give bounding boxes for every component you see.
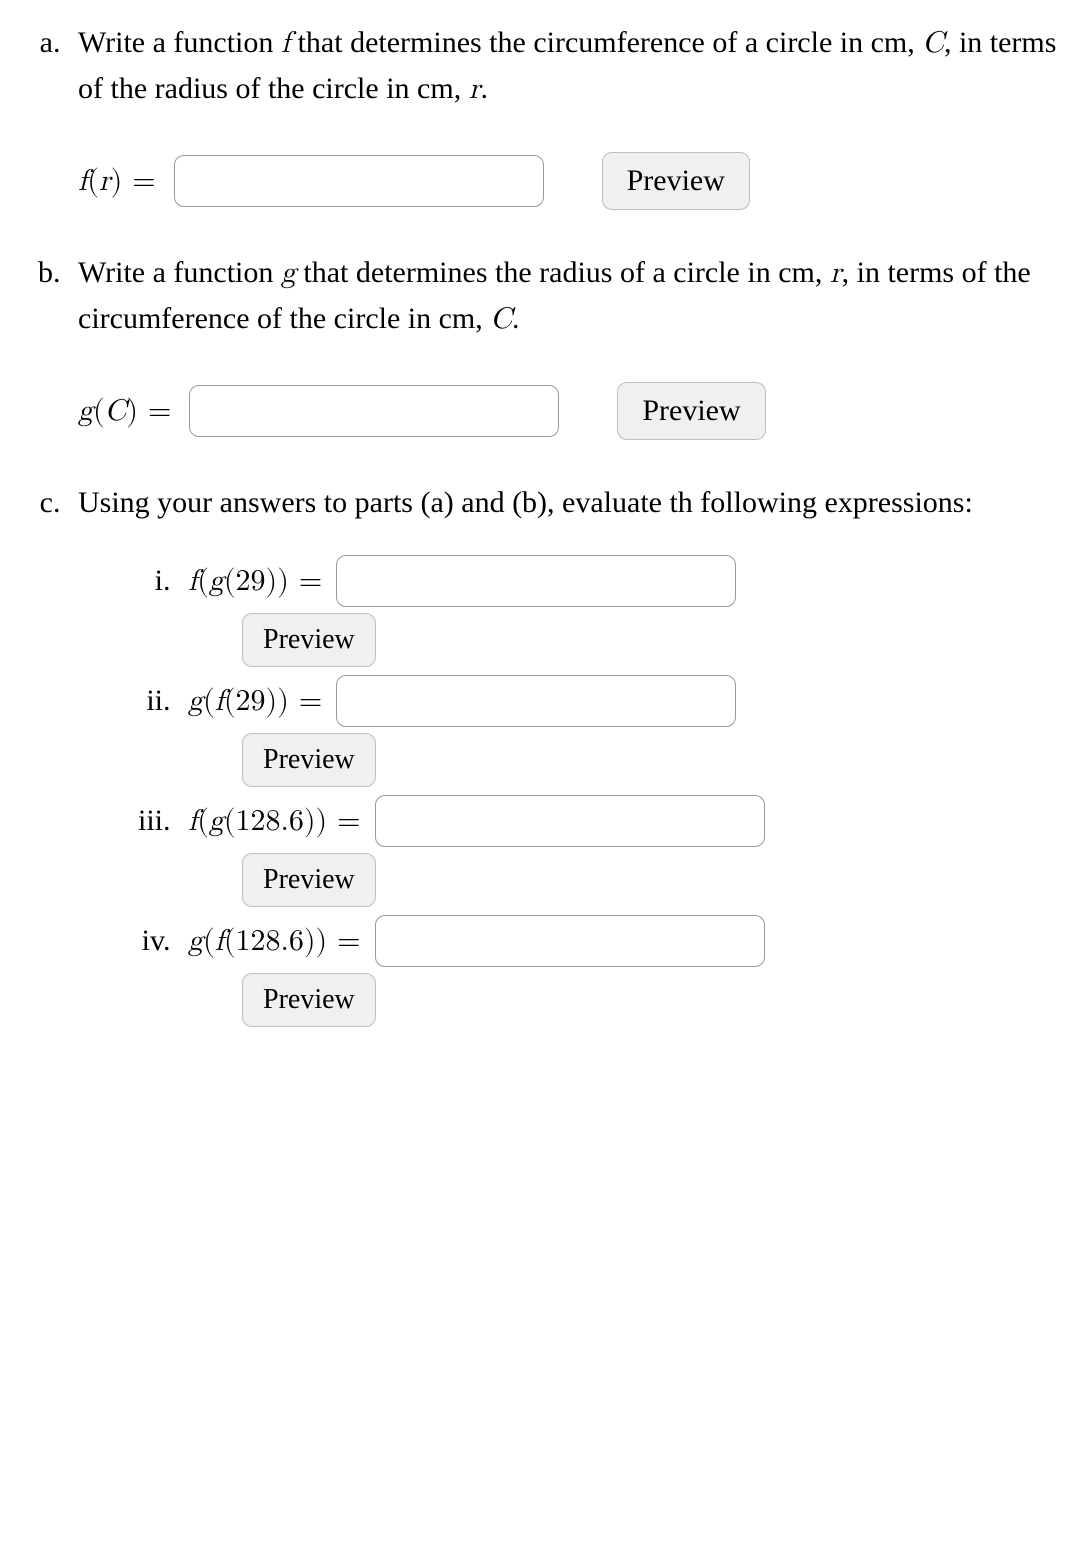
expr-iv: g(f(128.6)) = bbox=[188, 919, 361, 964]
subpart-iii: f(g(128.6)) = Preview bbox=[178, 795, 1060, 907]
subpart-i: f(g(29)) = Preview bbox=[178, 555, 1060, 667]
math-r2: r bbox=[830, 258, 842, 288]
input-a[interactable] bbox=[174, 155, 544, 207]
math-C2: C bbox=[490, 304, 512, 334]
answer-row-b: g(C) = Preview bbox=[78, 382, 1060, 440]
preview-button-b[interactable]: Preview bbox=[617, 382, 765, 440]
text-seg: . bbox=[512, 302, 520, 335]
text-seg: that determines the radius of a circle i… bbox=[296, 256, 830, 289]
input-b[interactable] bbox=[189, 385, 559, 437]
preview-button-a[interactable]: Preview bbox=[602, 152, 750, 210]
input-civ[interactable] bbox=[375, 915, 765, 967]
subparts-list: f(g(29)) = Preview g(f(29)) = Preview f(… bbox=[78, 555, 1060, 1027]
part-b: Write a function g that determines the r… bbox=[68, 250, 1060, 440]
text-seg: Write a function bbox=[78, 26, 281, 59]
expr-ii: g(f(29)) = bbox=[188, 679, 322, 724]
text-seg: Write a function bbox=[78, 256, 281, 289]
preview-button-ciii[interactable]: Preview bbox=[242, 853, 376, 907]
math-f: f bbox=[281, 28, 290, 58]
lhs-gC: g(C) = bbox=[78, 389, 171, 434]
expr-iii: f(g(128.6)) = bbox=[188, 799, 361, 844]
answer-row-a: f(r) = Preview bbox=[78, 152, 1060, 210]
part-c: Using your answers to parts (a) and (b),… bbox=[68, 480, 1060, 1027]
expr-i: f(g(29)) = bbox=[188, 559, 322, 604]
math-C: C bbox=[922, 28, 944, 58]
math-g: g bbox=[281, 258, 296, 288]
subpart-iv: g(f(128.6)) = Preview bbox=[178, 915, 1060, 1027]
part-a: Write a function f that determines the c… bbox=[68, 20, 1060, 210]
lhs-fr: f(r) = bbox=[78, 159, 156, 204]
subpart-ii: g(f(29)) = Preview bbox=[178, 675, 1060, 787]
input-ci[interactable] bbox=[336, 555, 736, 607]
text-seg: that determines the circumference of a c… bbox=[290, 26, 922, 59]
text-seg: . bbox=[480, 72, 488, 105]
part-b-text: Write a function g that determines the r… bbox=[78, 256, 1031, 335]
math-r: r bbox=[469, 74, 481, 104]
problem-list: Write a function f that determines the c… bbox=[8, 20, 1060, 1027]
preview-button-civ[interactable]: Preview bbox=[242, 973, 376, 1027]
part-a-text: Write a function f that determines the c… bbox=[78, 26, 1056, 105]
part-c-text: Using your answers to parts (a) and (b),… bbox=[78, 486, 973, 519]
preview-button-cii[interactable]: Preview bbox=[242, 733, 376, 787]
preview-button-ci[interactable]: Preview bbox=[242, 613, 376, 667]
input-ciii[interactable] bbox=[375, 795, 765, 847]
input-cii[interactable] bbox=[336, 675, 736, 727]
